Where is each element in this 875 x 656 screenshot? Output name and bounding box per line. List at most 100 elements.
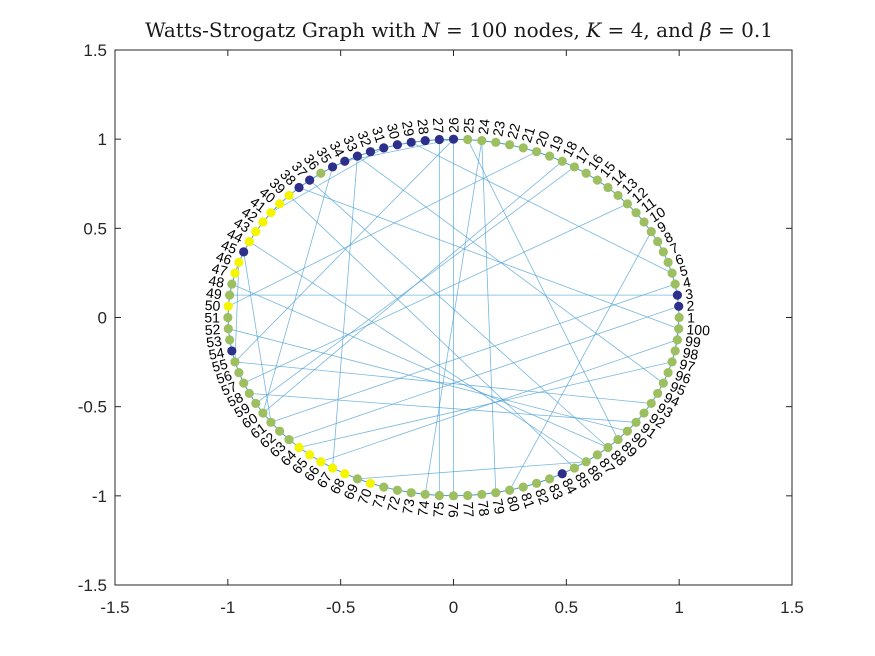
graph-node: [284, 190, 294, 201]
graph-node: [672, 335, 682, 345]
graph-node: [251, 226, 261, 237]
graph-node: [223, 312, 233, 323]
node-label: 2: [686, 297, 695, 313]
graph-node: [531, 478, 542, 488]
node-label: 27: [430, 117, 447, 134]
node-label: 32: [354, 128, 375, 149]
y-tick-label: -1: [92, 487, 107, 506]
graph-node: [294, 442, 304, 453]
graph-node: [316, 457, 326, 467]
graph-node: [592, 175, 602, 185]
graph-edge: [288, 305, 679, 440]
node-label: 33: [340, 133, 361, 154]
node-label: 5: [678, 262, 690, 279]
graph-node: [223, 324, 233, 334]
node-label: 49: [205, 284, 223, 302]
graph-edge: [228, 328, 628, 432]
graph-node: [631, 417, 641, 427]
graph-node: [557, 469, 567, 479]
graph-edge: [231, 283, 609, 448]
graph-node: [230, 357, 240, 367]
x-tick-label: -1.5: [100, 598, 129, 617]
graph-node: [569, 162, 580, 172]
y-tick-label: -1.5: [78, 576, 107, 595]
node-label: 20: [532, 128, 553, 149]
node-label: 57: [219, 378, 240, 399]
graph-node: [227, 279, 237, 289]
node-label: 31: [369, 125, 389, 145]
node-label: 98: [681, 344, 700, 363]
graph-node: [518, 482, 528, 492]
graph-edge: [320, 339, 678, 463]
node-label: 74: [414, 499, 432, 517]
graph-node: [392, 485, 402, 495]
node-label: 25: [460, 117, 477, 134]
graph-node: [266, 208, 276, 218]
node-label: 82: [532, 486, 553, 507]
graph-node: [477, 489, 487, 500]
node-label: 44: [225, 225, 246, 246]
graph-edge: [332, 156, 358, 469]
graph-edge: [298, 187, 679, 330]
node-label: 70: [354, 486, 375, 507]
y-tick-label: 1: [98, 130, 107, 149]
graph-node: [392, 140, 402, 150]
node-label: 81: [518, 491, 538, 511]
graph-edge: [357, 155, 664, 384]
graph-node: [379, 482, 389, 492]
graph-node: [672, 290, 682, 300]
graph-node: [663, 257, 673, 267]
graph-node: [505, 485, 515, 495]
graph-node: [234, 257, 244, 267]
node-label: 83: [546, 481, 567, 502]
graph-edge: [234, 361, 652, 404]
x-tick-label: 1.5: [780, 598, 804, 617]
graph-edge: [344, 138, 454, 162]
graph-node: [305, 450, 315, 460]
graph-node: [406, 137, 416, 147]
graph-edge: [249, 393, 637, 423]
node-label: 3: [684, 285, 694, 302]
graph-node: [275, 199, 285, 209]
graph-node: [639, 217, 649, 227]
graph-node: [284, 434, 294, 445]
node-label: 53: [205, 333, 223, 351]
node-label: 69: [340, 481, 361, 502]
graph-node: [505, 140, 515, 150]
graph-node: [434, 490, 444, 501]
graph-node: [613, 190, 623, 201]
graph-node: [674, 312, 684, 323]
node-label: 34: [326, 138, 348, 160]
graph-node: [244, 388, 254, 399]
graph-node: [251, 398, 261, 409]
node-label: 94: [661, 389, 682, 410]
graph-node: [557, 156, 567, 166]
graph-node: [670, 279, 680, 289]
node-label: 96: [673, 367, 693, 387]
node-label: 75: [430, 501, 447, 518]
graph-node: [667, 357, 677, 367]
graph-node: [544, 151, 555, 161]
node-label: 54: [207, 344, 226, 363]
graph-node: [340, 469, 350, 479]
graph-node: [491, 137, 501, 147]
x-tick-label: 1: [674, 598, 683, 617]
graph-node: [227, 346, 237, 356]
y-tick-label: 0.5: [83, 219, 107, 238]
node-label: 77: [460, 501, 477, 518]
graph-edge: [234, 138, 454, 363]
graph-edge: [411, 141, 673, 274]
graph-node: [365, 478, 376, 488]
node-label: 78: [475, 500, 493, 518]
graph-edge: [288, 195, 575, 469]
node-label: 73: [399, 497, 418, 516]
node-label: 93: [654, 399, 676, 421]
graph-node: [581, 457, 591, 467]
graph-node: [266, 417, 276, 427]
graph-node: [592, 450, 602, 460]
graph-edge: [243, 251, 272, 423]
node-label: 46: [214, 248, 234, 268]
node-label: 84: [559, 475, 581, 497]
